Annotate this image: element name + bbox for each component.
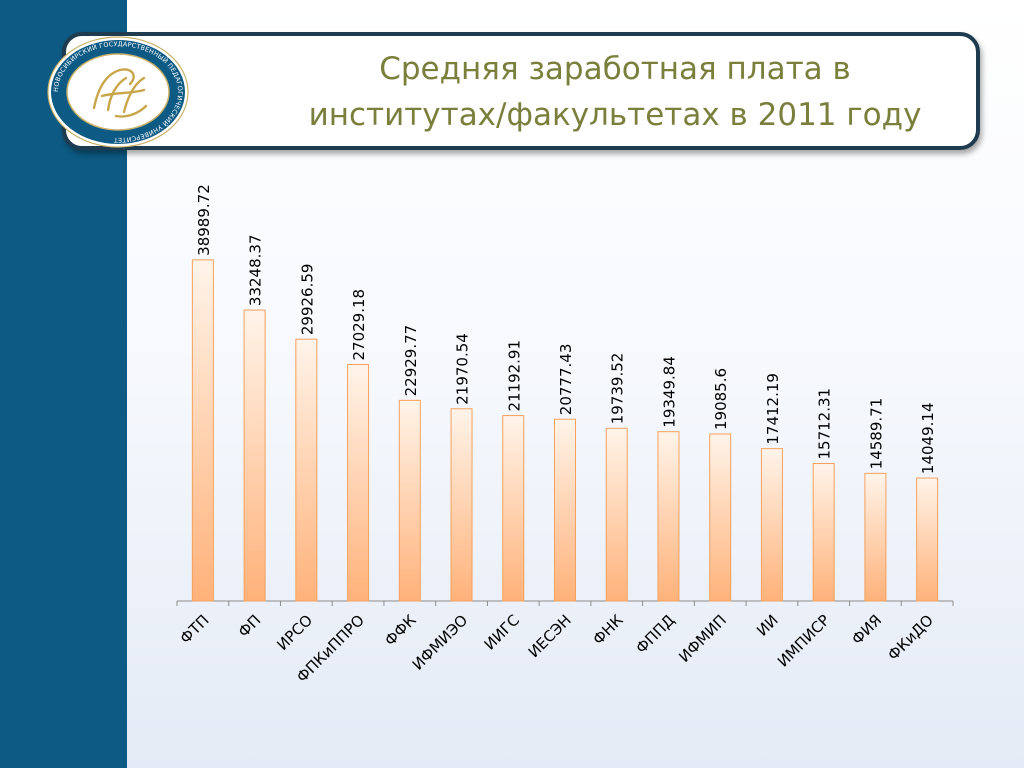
bar xyxy=(812,463,835,602)
category-label: ИФМИП xyxy=(675,611,730,666)
bar xyxy=(502,415,525,602)
bar xyxy=(398,399,421,602)
bar-value-label: 17412.19 xyxy=(764,373,782,445)
bar xyxy=(243,309,266,602)
bar xyxy=(760,448,783,602)
title-box: Средняя заработная плата в институтах/фа… xyxy=(62,32,980,150)
category-label: ФНК xyxy=(589,611,627,649)
category-label: ИФМИЭО xyxy=(409,611,472,674)
category-label: ИИ xyxy=(753,611,782,640)
category-label: ИИГС xyxy=(481,611,523,653)
bar-value-label: 19349.84 xyxy=(660,356,678,428)
university-logo: НОВОСИБИРСКИЙ ГОСУДАРСТВЕННЫЙ ПЕДАГОГИЧЕ… xyxy=(47,36,189,148)
chart-axes xyxy=(176,600,954,606)
bar xyxy=(450,408,473,602)
bar-value-label: 29926.59 xyxy=(298,264,316,336)
bar-value-label: 27029.18 xyxy=(350,289,368,361)
chart-value-labels: 38989.72 33248.37 29926.59 27029.18 22929.77… xyxy=(195,184,937,474)
bar xyxy=(554,418,576,602)
category-label: ИЕСЭН xyxy=(525,611,575,661)
category-label: ИМПИСР xyxy=(774,611,834,671)
bar xyxy=(295,338,318,602)
category-label: ФКиДО xyxy=(884,611,937,664)
bar-value-label: 21192.91 xyxy=(505,340,523,412)
bar-value-label: 14049.14 xyxy=(919,402,937,474)
bar-value-label: 22929.77 xyxy=(402,325,420,397)
bar xyxy=(657,431,680,602)
slide-title: Средняя заработная плата в институтах/фа… xyxy=(308,51,922,133)
category-label: ФП xyxy=(235,611,265,641)
bar xyxy=(605,427,628,602)
bar-value-label: 38989.72 xyxy=(195,184,213,256)
bar-value-label: 15712.31 xyxy=(816,388,834,460)
category-label: ИРСО xyxy=(273,611,316,654)
bar xyxy=(916,477,939,602)
bar-value-label: 21970.54 xyxy=(454,333,472,405)
category-label: ФППД xyxy=(632,611,678,657)
bar-value-label: 19085.6 xyxy=(712,368,730,430)
chart-bars xyxy=(191,259,939,602)
category-label: ФТП xyxy=(176,611,212,647)
bar-value-label: 20777.43 xyxy=(557,344,575,416)
category-label: ФИЯ xyxy=(848,611,885,648)
bar xyxy=(347,363,370,602)
bar-value-label: 19739.52 xyxy=(609,353,627,425)
bar-value-label: 14589.71 xyxy=(867,398,885,470)
bar xyxy=(864,472,887,602)
bar xyxy=(191,259,214,602)
bar xyxy=(709,433,732,602)
category-label: ФФК xyxy=(381,611,420,650)
bar-value-label: 33248.37 xyxy=(247,234,265,306)
